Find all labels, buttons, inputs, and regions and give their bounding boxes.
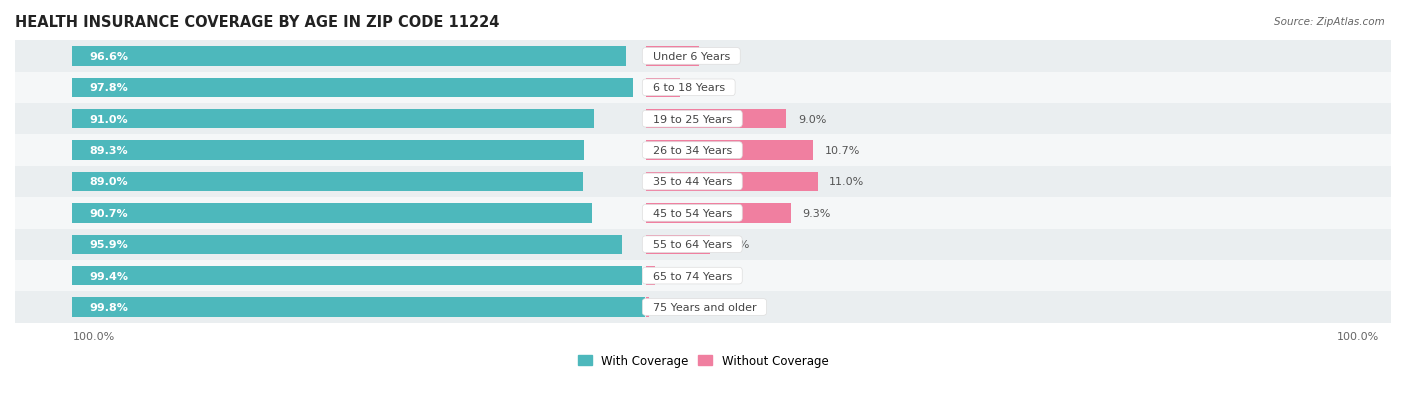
Bar [645,172,818,192]
Text: HEALTH INSURANCE COVERAGE BY AGE IN ZIP CODE 11224: HEALTH INSURANCE COVERAGE BY AGE IN ZIP … [15,15,499,30]
Text: Source: ZipAtlas.com: Source: ZipAtlas.com [1274,17,1385,26]
Text: 55 to 64 Years: 55 to 64 Years [645,240,738,249]
Text: 89.0%: 89.0% [90,177,128,187]
Text: 99.4%: 99.4% [90,271,128,281]
Text: 6 to 18 Years: 6 to 18 Years [645,83,731,93]
Bar [72,110,595,129]
Bar [72,141,585,160]
Bar [645,141,813,160]
Bar [645,235,710,254]
Bar [645,297,650,317]
Text: 26 to 34 Years: 26 to 34 Years [645,146,740,156]
Bar [15,166,1391,198]
Text: 3.4%: 3.4% [710,52,738,62]
Text: 11.0%: 11.0% [830,177,865,187]
Bar [645,204,792,223]
Text: 90.7%: 90.7% [90,208,128,218]
Bar [645,47,699,66]
Bar [15,260,1391,292]
Bar [72,204,592,223]
Text: 35 to 44 Years: 35 to 44 Years [645,177,740,187]
Text: 65 to 74 Years: 65 to 74 Years [645,271,740,281]
Text: 75 Years and older: 75 Years and older [645,302,763,312]
Bar [72,172,582,192]
Text: 45 to 54 Years: 45 to 54 Years [645,208,740,218]
Text: 95.9%: 95.9% [90,240,128,249]
Bar [15,104,1391,135]
Bar [15,229,1391,260]
Text: 10.7%: 10.7% [824,146,860,156]
Text: 9.0%: 9.0% [797,114,827,124]
Legend: With Coverage, Without Coverage: With Coverage, Without Coverage [572,349,834,372]
Text: 2.2%: 2.2% [692,83,720,93]
Bar [645,110,786,129]
Bar [15,135,1391,166]
Text: 97.8%: 97.8% [90,83,128,93]
Bar [72,235,623,254]
Text: 0.22%: 0.22% [661,302,696,312]
Text: 100.0%: 100.0% [1337,331,1379,341]
Bar [645,78,681,98]
Text: 96.6%: 96.6% [90,52,128,62]
Bar [72,78,633,98]
Text: 89.3%: 89.3% [90,146,128,156]
Text: 100.0%: 100.0% [72,331,114,341]
Text: 0.59%: 0.59% [666,271,702,281]
Bar [72,297,644,317]
Bar [15,198,1391,229]
Text: 99.8%: 99.8% [90,302,128,312]
Bar [72,266,643,286]
Bar [72,47,626,66]
Text: 91.0%: 91.0% [90,114,128,124]
Text: 19 to 25 Years: 19 to 25 Years [645,114,740,124]
Bar [15,292,1391,323]
Text: 4.1%: 4.1% [721,240,749,249]
Bar [15,72,1391,104]
Text: Under 6 Years: Under 6 Years [645,52,737,62]
Text: 9.3%: 9.3% [803,208,831,218]
Bar [15,41,1391,72]
Bar [645,266,655,286]
